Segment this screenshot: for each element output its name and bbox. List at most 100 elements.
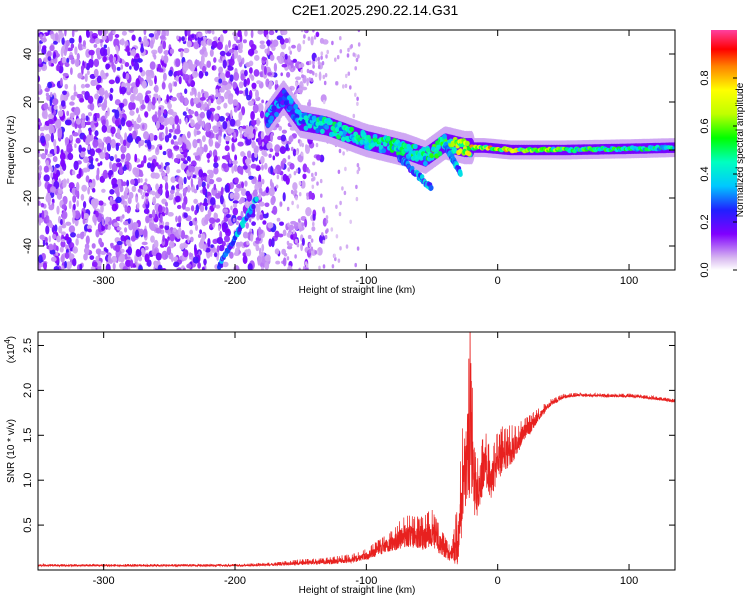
noise-dot: [60, 159, 66, 168]
faint-dot: [347, 71, 351, 76]
faint-dot: [301, 142, 305, 148]
noise-dot: [203, 219, 208, 224]
noise-dot: [237, 90, 244, 95]
noise-dot: [93, 68, 99, 78]
noise-dot: [114, 34, 120, 38]
faint-dot: [322, 99, 326, 105]
noise-dot: [219, 194, 224, 205]
noise-dot: [233, 107, 238, 113]
noise-dot: [50, 166, 53, 172]
faint-dot: [354, 262, 358, 268]
noise-dot: [141, 194, 145, 200]
faint-dot: [308, 77, 312, 82]
noise-dot: [234, 187, 240, 193]
noise-dot: [50, 256, 57, 262]
noise-dot: [109, 189, 115, 195]
faint-dot: [314, 171, 318, 177]
noise-dot: [242, 255, 248, 264]
noise-dot: [218, 66, 224, 74]
noise-dot: [233, 191, 240, 201]
noise-dot: [72, 246, 78, 254]
noise-dot: [45, 225, 50, 235]
noise-dot: [251, 178, 257, 185]
noise-dot: [239, 126, 243, 134]
noise-dot: [126, 179, 130, 187]
noise-dot: [276, 174, 280, 180]
noise-dot: [278, 233, 284, 238]
noise-dot: [152, 243, 155, 253]
noise-dot: [107, 107, 110, 117]
faint-dot: [322, 264, 326, 269]
noise-dot: [60, 253, 65, 263]
noise-dot: [56, 245, 59, 252]
noise-dot: [261, 56, 268, 61]
noise-dot: [302, 265, 306, 270]
noise-dot: [254, 152, 258, 159]
noise-dot: [92, 199, 98, 210]
noise-dot: [260, 131, 265, 140]
noise-dot: [262, 213, 269, 219]
noise-dot: [237, 30, 242, 38]
noise-dot: [157, 45, 163, 54]
noise-dot: [251, 82, 257, 89]
noise-dot: [112, 56, 117, 62]
noise-dot: [182, 267, 186, 270]
noise-dot: [206, 109, 213, 119]
faint-dot: [354, 66, 358, 71]
noise-dot: [288, 224, 295, 231]
faint-dot: [357, 54, 360, 59]
noise-dot: [167, 108, 174, 115]
faint-dot: [310, 238, 314, 243]
spectrogram-x-tick-label: -100: [355, 275, 377, 287]
noise-dot: [91, 187, 96, 193]
noise-dot: [256, 80, 262, 85]
faint-dot: [295, 168, 299, 174]
noise-dot: [181, 36, 185, 42]
snr-y-tick-label: 2.5: [22, 338, 34, 353]
noise-dot: [203, 176, 207, 182]
noise-dot: [259, 110, 265, 119]
noise-dot: [209, 217, 216, 225]
faint-dot: [292, 229, 296, 234]
noise-dot: [255, 240, 260, 244]
noise-dot: [232, 207, 239, 216]
noise-dot: [38, 159, 41, 166]
noise-dot: [202, 65, 207, 74]
snr-y-tick-label: 2.0: [22, 383, 34, 398]
noise-dot: [284, 53, 288, 60]
noise-dot: [206, 60, 212, 68]
noise-dot: [213, 113, 219, 122]
noise-dot: [282, 229, 287, 237]
noise-dot: [122, 166, 127, 172]
noise-dot: [61, 238, 65, 243]
noise-dot: [266, 142, 273, 150]
noise-dot: [296, 43, 302, 53]
noise-dot: [161, 55, 164, 61]
noise-dot: [257, 136, 262, 146]
faint-dot: [310, 246, 314, 251]
noise-dot: [169, 193, 174, 199]
faint-dot: [300, 152, 304, 157]
noise-dot: [120, 153, 126, 160]
noise-dot: [278, 125, 283, 131]
noise-dot: [182, 61, 189, 72]
noise-dot: [246, 150, 252, 158]
noise-dot: [281, 30, 288, 36]
faint-dot: [349, 219, 353, 224]
faint-dot: [299, 158, 303, 163]
noise-dot: [64, 252, 70, 259]
noise-dot: [143, 208, 150, 215]
noise-dot: [40, 153, 47, 160]
noise-dot: [120, 64, 124, 70]
noise-dot: [232, 160, 238, 165]
noise-dot: [199, 48, 206, 56]
noise-dot: [120, 103, 123, 112]
noise-dot: [258, 201, 265, 207]
noise-dot: [170, 96, 177, 102]
ridge-blob: [381, 148, 387, 154]
noise-dot: [53, 114, 57, 122]
noise-dot: [161, 250, 168, 260]
noise-dot: [186, 107, 189, 112]
noise-dot: [189, 165, 195, 173]
faint-dot: [287, 55, 291, 60]
